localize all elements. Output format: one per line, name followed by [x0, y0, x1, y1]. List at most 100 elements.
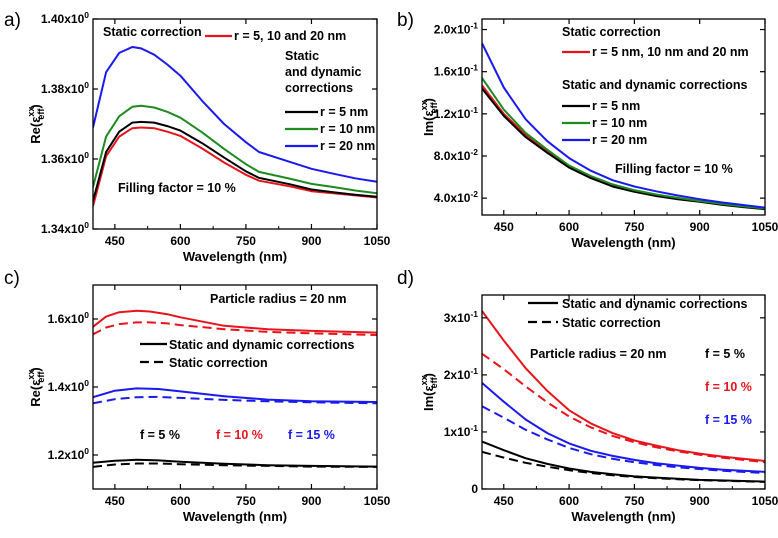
- y-tick-label: 1.4x100: [48, 378, 90, 394]
- y-tick-label: 1.34x100: [41, 220, 89, 236]
- chart-panel-b: b) 450 600 750 900 1050 4.0x10-2 8.0x10-2 1.2x10…: [397, 10, 778, 250]
- legend-label: r = 5 nm, 10 nm and 20 nm: [592, 45, 749, 59]
- series-line-4: [482, 352, 765, 464]
- series-line-3: [93, 104, 377, 195]
- annotation-text: Particle radius = 20 nm: [210, 292, 347, 306]
- panel-label: c): [4, 268, 20, 289]
- series-group: [482, 42, 765, 211]
- x-tick-label: 450: [494, 494, 514, 508]
- y-tick-label: 1.6x100: [48, 310, 90, 326]
- plot-frame: [481, 18, 766, 216]
- plot-frame: [92, 18, 378, 230]
- annotation-text: Static correction: [169, 356, 268, 370]
- annotation-text: Static correction: [562, 316, 661, 330]
- series-line-4: [93, 321, 377, 336]
- y-tick-label: 2.0x10-1: [434, 21, 479, 37]
- annotation-text: Static and dynamic corrections: [562, 78, 748, 92]
- series-line-5: [482, 382, 765, 473]
- series-line-4: [482, 42, 765, 209]
- y-axis-label: Im(εxxeff): [419, 373, 439, 411]
- plot-frame: [481, 294, 766, 490]
- y-tick-label: 1.6x10-1: [434, 63, 479, 79]
- y-axis-label: Im(εxxeff): [419, 98, 439, 136]
- annotation-text: f = 10 %: [705, 380, 752, 394]
- x-tick-label: 900: [690, 220, 710, 234]
- series-line-6: [93, 395, 377, 405]
- legend-label: r = 5 nm: [592, 99, 640, 113]
- y-tick-label: 3x10-1: [444, 309, 479, 325]
- x-tick-label: 900: [690, 494, 710, 508]
- x-tick-label: 450: [105, 494, 125, 508]
- x-tick-label: 600: [170, 234, 190, 248]
- series-line-2: [482, 450, 765, 483]
- x-tick-label: 1050: [364, 234, 391, 248]
- y-tick-label: 0: [471, 482, 478, 496]
- x-tick-label: 1050: [752, 494, 778, 508]
- annotation-text: Filling factor = 10 %: [615, 162, 733, 176]
- legend-label: r = 20 nm: [320, 139, 375, 153]
- chart-panel-c: c) 450 600 750 900 1050 1.2x100 1.4x100 1.6x100 W…: [4, 268, 391, 524]
- legend-label: r = 10 nm: [320, 122, 375, 136]
- x-tick-label: 750: [236, 494, 256, 508]
- x-tick-label: 900: [301, 234, 321, 248]
- annotation-text: f = 5 %: [705, 347, 745, 361]
- y-tick-label: 1.40x100: [41, 10, 89, 26]
- x-tick-label: 750: [624, 494, 644, 508]
- chart-panel-a: a) 450 600 750 900 1050 1.34x100 1.36x100 1.38x1…: [4, 10, 391, 264]
- series-line-3: [482, 77, 765, 210]
- y-tick-label: 2x10-1: [444, 366, 479, 382]
- x-tick-label: 900: [301, 494, 321, 508]
- x-tick-label: 750: [624, 220, 644, 234]
- y-tick-label: 1.36x100: [41, 150, 89, 166]
- legend-label: r = 10 nm: [592, 116, 647, 130]
- series-line-3: [482, 310, 765, 462]
- series-line-2: [93, 120, 377, 202]
- x-tick-label: 450: [494, 220, 514, 234]
- annotation-text: Static and dynamic corrections: [562, 297, 748, 311]
- annotation-text: corrections: [285, 81, 353, 95]
- plot-frame: [92, 284, 378, 490]
- annotation-text: and dynamic: [285, 65, 361, 79]
- x-tick-label: 600: [559, 220, 579, 234]
- series-group: [482, 310, 765, 483]
- series-line-2: [93, 462, 377, 468]
- x-tick-label: 1050: [752, 220, 778, 234]
- series-line-4: [93, 46, 377, 183]
- series-group: [93, 46, 377, 207]
- series-line-3: [93, 309, 377, 334]
- x-axis-label: Wavelength (nm): [183, 509, 287, 524]
- legend-label: r = 5, 10 and 20 nm: [234, 29, 346, 43]
- y-tick-label: 1x10-1: [444, 423, 479, 439]
- x-axis-label: Wavelength (nm): [571, 235, 675, 250]
- legend-label: r = 20 nm: [592, 133, 647, 147]
- annotation-text: f = 5 %: [140, 428, 180, 442]
- annotation-text: Filling factor = 10 %: [118, 181, 236, 195]
- annotation-text: f = 10 %: [216, 428, 263, 442]
- y-tick-label: 1.2x100: [48, 446, 90, 462]
- x-tick-label: 1050: [364, 494, 391, 508]
- y-tick-label: 4.0x10-2: [434, 189, 479, 205]
- y-tick-label: 8.0x10-2: [434, 147, 479, 163]
- series-line-1: [93, 126, 377, 207]
- panel-label: d): [397, 268, 414, 289]
- annotation-text: Static and dynamic corrections: [169, 338, 355, 352]
- x-tick-label: 750: [236, 234, 256, 248]
- x-tick-label: 600: [559, 494, 579, 508]
- annotation-text: Static correction: [103, 25, 202, 39]
- x-axis-label: Wavelength (nm): [183, 249, 287, 264]
- x-tick-label: 600: [170, 494, 190, 508]
- annotation-text: f = 15 %: [288, 428, 335, 442]
- panel-label: b): [397, 10, 414, 31]
- annotation-text: f = 15 %: [705, 413, 752, 427]
- chart-panel-d: d) 450 600 750 900 1050 0 1x10-1 2x10-1 3x10-1 Wav…: [397, 268, 778, 524]
- annotation-text: Static correction: [562, 25, 661, 39]
- x-tick-label: 450: [105, 234, 125, 248]
- annotation-text: Static: [285, 49, 319, 63]
- annotation-text: Particle radius = 20 nm: [530, 347, 667, 361]
- panel-label: a): [4, 10, 21, 31]
- series-line-5: [93, 387, 377, 403]
- y-tick-label: 1.2x10-1: [434, 105, 479, 121]
- y-axis-label: Re(εxxeff): [26, 367, 46, 406]
- y-axis-label: Re(εxxeff): [26, 104, 46, 143]
